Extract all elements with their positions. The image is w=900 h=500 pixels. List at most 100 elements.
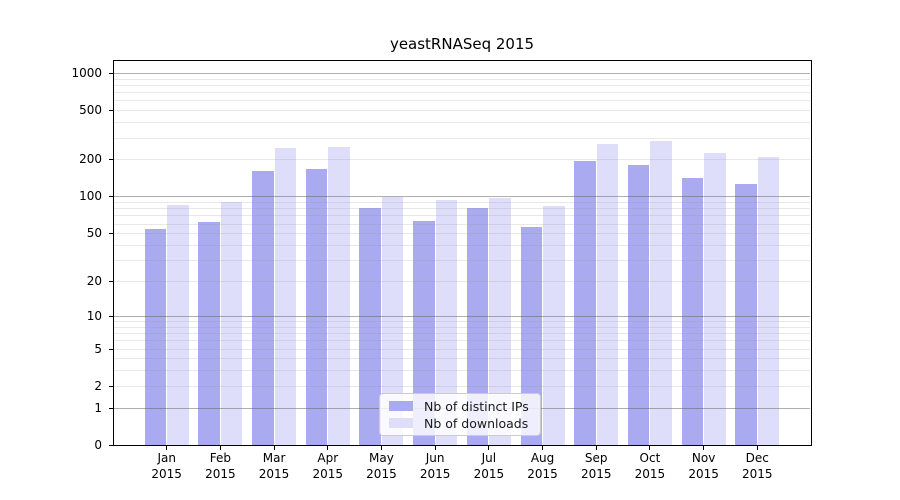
y-tick-mark bbox=[109, 159, 113, 161]
x-tick-label-sep: Sep 2015 bbox=[564, 451, 628, 482]
left-axis-spine bbox=[113, 60, 114, 446]
minor-gridline bbox=[114, 245, 810, 247]
y-tick-label: 0 bbox=[94, 438, 102, 452]
x-tick-month-text: Dec bbox=[745, 451, 769, 465]
legend-swatch-distinct-ips-icon bbox=[389, 401, 413, 411]
minor-gridline bbox=[114, 385, 810, 387]
bar-feb-distinct-ips bbox=[198, 221, 220, 445]
minor-gridline bbox=[114, 370, 810, 372]
bar-may-distinct-ips bbox=[359, 208, 381, 445]
x-tick-label-jun: Jun 2015 bbox=[403, 451, 467, 482]
x-tick-mark bbox=[649, 445, 651, 450]
x-tick-year-text: 2015 bbox=[688, 466, 719, 481]
x-tick-year-text: 2015 bbox=[742, 466, 773, 481]
y-tick-label: 1 bbox=[94, 400, 102, 415]
bar-oct-downloads bbox=[650, 141, 672, 445]
x-tick-year-text: 2015 bbox=[205, 466, 236, 481]
bar-jul-distinct-ips bbox=[466, 208, 489, 445]
bar-mar-distinct-ips bbox=[252, 170, 274, 445]
legend-swatch-downloads-icon bbox=[389, 418, 413, 428]
x-tick-label-jan: Jan 2015 bbox=[135, 451, 199, 482]
x-tick-mark bbox=[273, 445, 275, 450]
major-gridline bbox=[114, 315, 810, 317]
y-tick-mark bbox=[109, 281, 113, 283]
bar-jun-distinct-ips bbox=[413, 221, 435, 445]
x-tick-mark bbox=[595, 445, 597, 450]
y-tick-label: 5 bbox=[94, 341, 102, 356]
x-tick-mark bbox=[219, 445, 221, 450]
bottom-axis-spine bbox=[113, 445, 812, 446]
bar-nov-distinct-ips bbox=[681, 178, 704, 445]
x-tick-year-text: 2015 bbox=[634, 466, 666, 481]
bar-aug-downloads bbox=[543, 205, 565, 445]
y-tick-mark bbox=[109, 196, 113, 198]
minor-gridline bbox=[114, 223, 810, 225]
y-tick-label: 10 bbox=[86, 308, 102, 323]
minor-gridline bbox=[114, 233, 810, 235]
y-tick-label: 500 bbox=[79, 103, 102, 118]
bar-oct-distinct-ips bbox=[627, 165, 650, 445]
bar-sep-distinct-ips bbox=[574, 160, 596, 445]
minor-gridline bbox=[114, 137, 810, 139]
y-tick-mark bbox=[109, 445, 113, 446]
y-tick-label: 1000 bbox=[71, 65, 102, 80]
x-tick-label-feb: Feb 2015 bbox=[188, 451, 252, 482]
y-tick-mark bbox=[109, 385, 113, 387]
bar-apr-downloads bbox=[328, 147, 350, 445]
x-tick-year-text: 2015 bbox=[258, 466, 290, 481]
x-tick-label-dec: Dec 2015 bbox=[725, 451, 789, 482]
bar-jun-downloads bbox=[435, 199, 458, 445]
minor-gridline bbox=[114, 281, 810, 283]
bar-jan-downloads bbox=[167, 205, 189, 445]
minor-gridline bbox=[114, 348, 810, 350]
x-tick-label-apr: Apr 2015 bbox=[296, 451, 360, 482]
x-tick-label-aug: Aug 2015 bbox=[511, 451, 575, 482]
legend: Nb of distinct IPs Nb of downloads bbox=[379, 393, 541, 436]
legend-item-distinct-ips: Nb of distinct IPs bbox=[389, 398, 529, 414]
minor-gridline bbox=[114, 208, 810, 210]
minor-gridline bbox=[114, 78, 810, 80]
x-tick-mark bbox=[703, 445, 705, 450]
minor-gridline bbox=[114, 92, 810, 94]
y-tick-label: 200 bbox=[79, 152, 102, 167]
y-tick-label: 50 bbox=[86, 226, 102, 241]
x-tick-label-may: May 2015 bbox=[349, 451, 413, 482]
x-tick-year-text: 2015 bbox=[366, 466, 397, 481]
x-tick-mark bbox=[380, 445, 382, 450]
legend-label-distinct-ips: Nb of distinct IPs bbox=[424, 398, 529, 414]
chart-title: yeastRNASeq 2015 bbox=[389, 35, 535, 53]
x-tick-year-text: 2015 bbox=[473, 466, 505, 481]
minor-gridline bbox=[114, 326, 810, 328]
top-axis-spine bbox=[113, 60, 812, 61]
minor-gridline bbox=[114, 202, 810, 204]
legend-item-downloads: Nb of downloads bbox=[389, 415, 529, 431]
x-tick-year-text: 2015 bbox=[580, 466, 612, 481]
x-tick-month-text: Oct bbox=[639, 451, 661, 465]
y-tick-label: 100 bbox=[79, 189, 102, 204]
x-tick-mark bbox=[166, 445, 168, 450]
x-tick-month-text: Jun bbox=[425, 451, 445, 465]
x-tick-mark bbox=[327, 445, 329, 450]
x-tick-label-nov: Nov 2015 bbox=[672, 451, 736, 482]
bar-aug-distinct-ips bbox=[520, 227, 543, 445]
minor-gridline bbox=[114, 260, 810, 262]
y-tick-label: 20 bbox=[86, 274, 102, 289]
minor-gridline bbox=[114, 340, 810, 342]
minor-gridline bbox=[114, 215, 810, 217]
minor-gridline bbox=[114, 159, 810, 161]
x-tick-month-text: Nov bbox=[691, 451, 716, 465]
y-tick-mark bbox=[109, 110, 113, 112]
y-tick-mark bbox=[109, 315, 113, 317]
x-tick-year-text: 2015 bbox=[527, 466, 558, 481]
x-tick-year-text: 2015 bbox=[151, 466, 182, 481]
x-tick-month-text: Jul bbox=[481, 451, 497, 465]
bar-feb-downloads bbox=[220, 201, 243, 445]
bar-mar-downloads bbox=[274, 148, 297, 445]
bar-may-downloads bbox=[381, 197, 404, 445]
bar-jan-distinct-ips bbox=[144, 229, 167, 445]
x-tick-mark bbox=[488, 445, 490, 450]
bar-nov-downloads bbox=[704, 153, 726, 445]
y-tick-mark bbox=[109, 233, 113, 235]
y-tick-mark bbox=[109, 72, 113, 74]
